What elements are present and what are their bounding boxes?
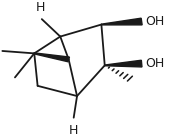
Text: H: H: [35, 1, 45, 14]
Polygon shape: [105, 60, 142, 67]
Text: OH: OH: [145, 57, 164, 70]
Text: OH: OH: [145, 15, 164, 28]
Text: H: H: [69, 124, 78, 137]
Polygon shape: [101, 18, 142, 25]
Polygon shape: [34, 53, 70, 62]
